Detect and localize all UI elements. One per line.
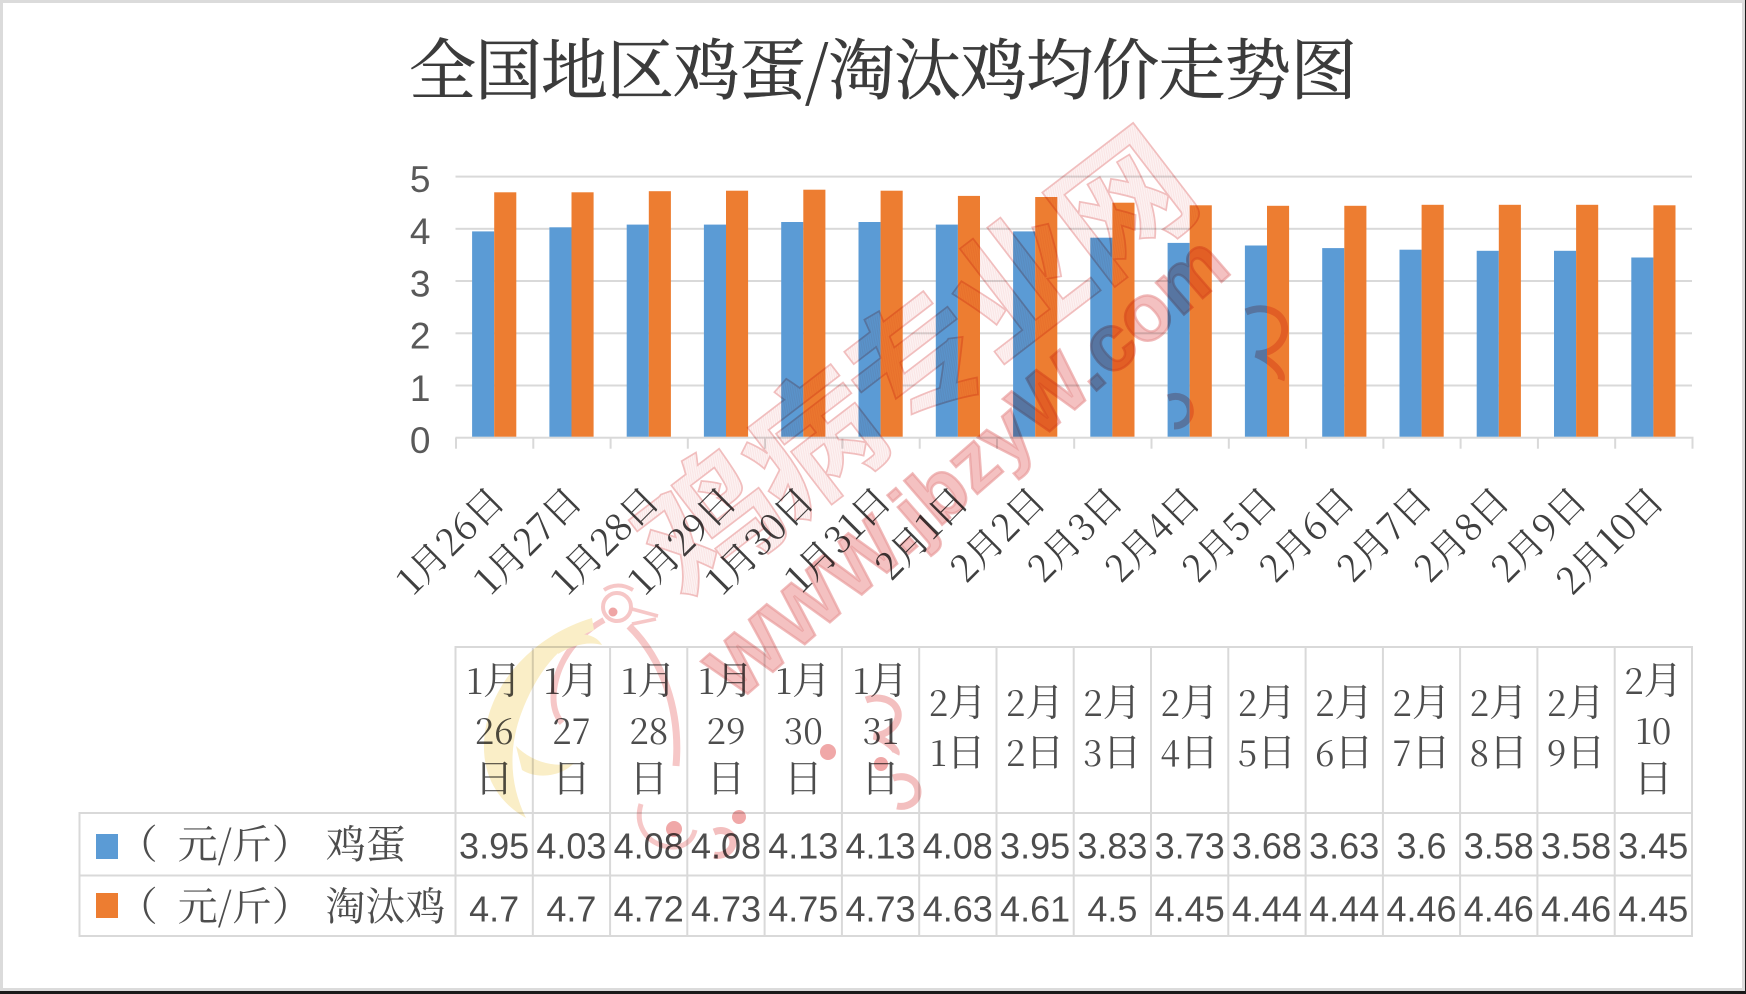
svg-text:5: 5 (410, 159, 431, 200)
svg-text:1: 1 (410, 368, 431, 409)
svg-text:3.68: 3.68 (1232, 825, 1302, 866)
svg-text:4.73: 4.73 (691, 888, 761, 929)
svg-text:4.72: 4.72 (614, 888, 684, 929)
svg-text:3.83: 3.83 (1077, 825, 1147, 866)
svg-text:4.13: 4.13 (768, 825, 838, 866)
svg-text:2: 2 (410, 316, 431, 357)
svg-text:4.13: 4.13 (845, 825, 915, 866)
svg-text:4: 4 (410, 211, 431, 252)
svg-text:3.58: 3.58 (1464, 825, 1534, 866)
svg-text:4.61: 4.61 (1000, 888, 1070, 929)
svg-text:4.08: 4.08 (923, 825, 993, 866)
svg-text:4.63: 4.63 (923, 888, 993, 929)
svg-text:4.73: 4.73 (845, 888, 915, 929)
svg-text:3.58: 3.58 (1541, 825, 1611, 866)
svg-text:3.63: 3.63 (1309, 825, 1379, 866)
svg-text:4.75: 4.75 (768, 888, 838, 929)
svg-text:3.95: 3.95 (459, 825, 529, 866)
svg-text:3.95: 3.95 (1000, 825, 1070, 866)
svg-text:4.7: 4.7 (469, 888, 519, 929)
svg-text:4.44: 4.44 (1232, 888, 1302, 929)
svg-text:4.7: 4.7 (546, 888, 596, 929)
svg-text:3.6: 3.6 (1396, 825, 1446, 866)
svg-text:3.45: 3.45 (1618, 825, 1688, 866)
svg-text:4.44: 4.44 (1309, 888, 1379, 929)
svg-text:4.03: 4.03 (536, 825, 606, 866)
svg-text:4.5: 4.5 (1087, 888, 1137, 929)
svg-text:4.46: 4.46 (1541, 888, 1611, 929)
svg-text:4.46: 4.46 (1386, 888, 1456, 929)
svg-text:3: 3 (410, 263, 431, 304)
svg-text:4.45: 4.45 (1155, 888, 1225, 929)
svg-text:3.73: 3.73 (1155, 825, 1225, 866)
svg-text:0: 0 (410, 420, 431, 461)
svg-text:4.46: 4.46 (1464, 888, 1534, 929)
svg-text:4.45: 4.45 (1618, 888, 1688, 929)
